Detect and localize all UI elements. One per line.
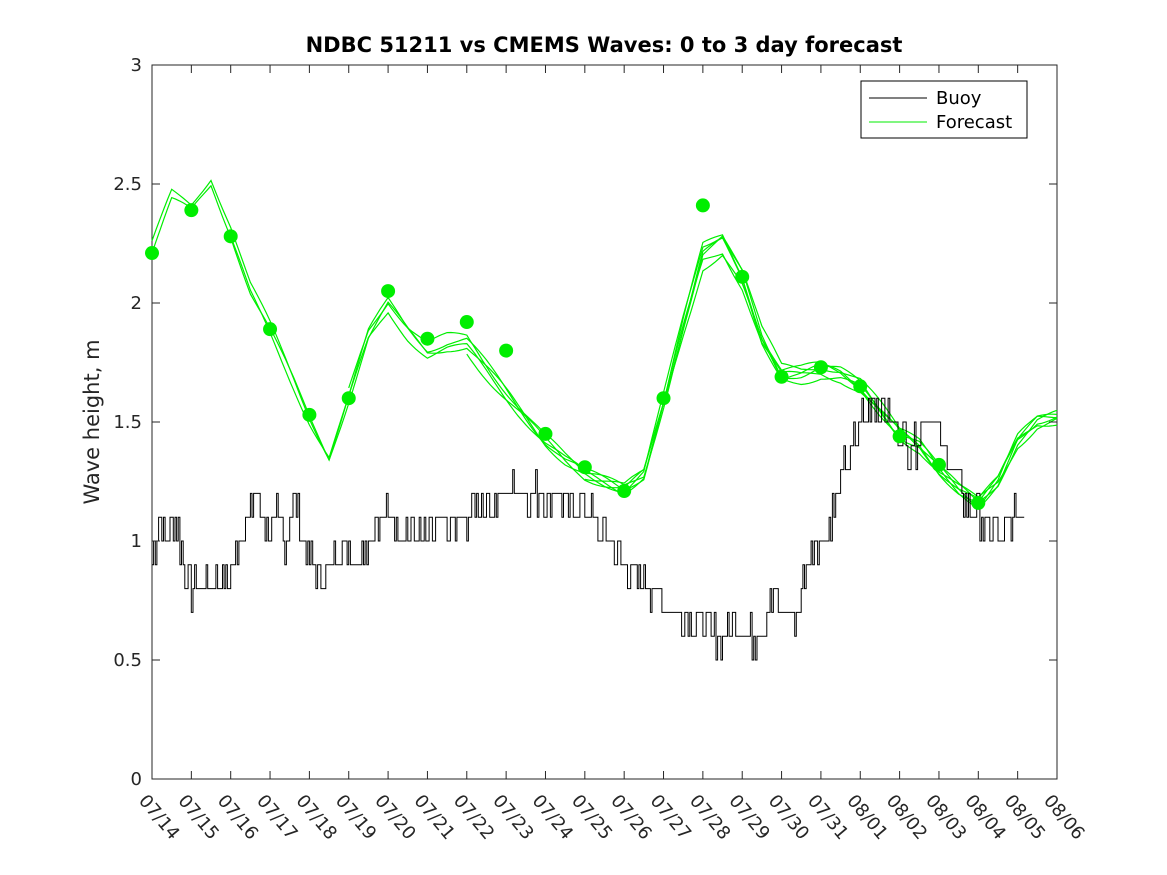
y-tick-label: 3 — [131, 55, 142, 76]
forecast-marker — [381, 284, 396, 299]
forecast-marker — [971, 495, 986, 510]
series-line-forecast — [466, 254, 1058, 498]
y-tick-label: 0.5 — [113, 650, 142, 671]
forecast-marker — [774, 369, 789, 384]
forecast-markers — [145, 198, 986, 510]
forecast-marker — [538, 426, 553, 441]
legend-label-forecast: Forecast — [936, 112, 1012, 133]
forecast-marker — [735, 269, 750, 284]
forecast-marker — [931, 457, 946, 472]
forecast-marker — [577, 460, 592, 475]
forecast-marker — [499, 343, 514, 358]
legend: Buoy Forecast — [860, 80, 1028, 139]
forecast-marker — [341, 391, 356, 406]
forecast-marker — [184, 203, 199, 218]
forecast-marker — [302, 407, 317, 422]
legend-box — [860, 80, 1028, 139]
forecast-marker — [813, 360, 828, 375]
forecast-marker — [892, 429, 907, 444]
legend-label-buoy: Buoy — [936, 88, 982, 109]
y-tick-label: 0 — [131, 769, 142, 790]
forecast-marker — [420, 331, 435, 346]
forecast-marker — [223, 229, 238, 244]
chart-title: NDBC 51211 vs CMEMS Waves: 0 to 3 day fo… — [306, 33, 903, 57]
forecast-marker — [656, 391, 671, 406]
forecast-marker — [617, 484, 632, 499]
y-tick-label: 2.5 — [113, 174, 142, 195]
forecast-marker — [145, 246, 159, 261]
y-tick-label: 2 — [131, 293, 142, 314]
series-line-forecast — [348, 235, 1058, 500]
forecast-marker — [459, 315, 474, 330]
y-tick-label: 1.5 — [113, 412, 142, 433]
forecast-marker — [263, 322, 278, 337]
y-axis-label: Wave height, m — [80, 339, 104, 504]
forecast-marker — [853, 379, 868, 394]
y-axis-ticks: 0 0.5 1 1.5 2 2.5 3 — [113, 55, 1057, 790]
buoy-lines — [152, 397, 1025, 661]
forecast-marker — [695, 198, 710, 213]
series-line-buoy — [152, 397, 1025, 661]
y-tick-label: 1 — [131, 531, 142, 552]
